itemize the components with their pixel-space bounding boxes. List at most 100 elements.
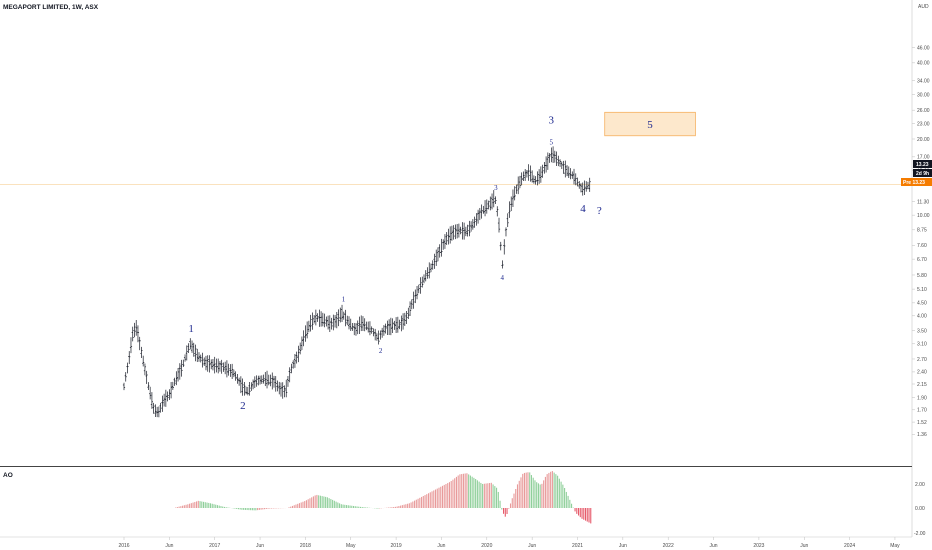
price-bar (183, 354, 187, 362)
target-box-rect[interactable] (604, 111, 696, 137)
price-bar (576, 177, 579, 187)
price-bar (398, 319, 401, 330)
price-bar (384, 323, 387, 334)
time-axis[interactable]: 2016 Jun 2017 Jun 2018 May 2019 Jun 2020 Jun 2021 J… (118, 537, 900, 549)
symbol-title: MEGAPORT LIMITED, 1W, ASX (3, 4, 99, 11)
price-bar (506, 213, 509, 228)
last-price-text: 13.23 (916, 162, 929, 168)
price-bar (166, 391, 169, 402)
price-bar (274, 376, 277, 392)
price-bar (358, 316, 361, 334)
price-bar (414, 289, 417, 304)
price-bar (224, 361, 227, 375)
price-bar (156, 406, 159, 418)
price-bar (557, 155, 560, 167)
price-bar (450, 225, 454, 241)
wave-label-8: 4 (580, 203, 586, 215)
price-bar (213, 356, 216, 374)
price-bar (564, 160, 567, 178)
price-bar (217, 358, 220, 374)
price-bar (250, 382, 253, 391)
price-tick-11: 5.10 (917, 287, 927, 293)
price-tick-10: 4.50 (917, 301, 927, 307)
price-bar (163, 393, 166, 407)
price-bar (239, 376, 242, 394)
price-tick-6: 2.70 (917, 357, 927, 363)
price-bar (238, 377, 241, 386)
price-bar (422, 274, 426, 284)
price-bar (356, 320, 359, 335)
ao-histogram (175, 471, 592, 524)
price-bar (154, 404, 157, 418)
premarket-tag: Pre 13.23 (901, 178, 932, 186)
price-tick-4: 2.15 (917, 382, 927, 388)
price-bar (264, 372, 267, 387)
price-bar (445, 232, 448, 245)
price-bar (285, 379, 288, 398)
time-tick-7: Jun (437, 543, 445, 549)
time-tick-0: 2016 (118, 543, 129, 549)
price-bar (335, 311, 338, 329)
wave-label-9: ? (597, 205, 602, 217)
price-bar (492, 190, 495, 208)
price-bar (272, 375, 276, 388)
price-bar (145, 370, 148, 384)
price-bar (278, 381, 281, 395)
currency-label: AUD (918, 4, 929, 10)
price-bar (538, 169, 541, 184)
price-bar (248, 382, 251, 396)
price-bar (325, 316, 328, 327)
countdown-tag: 2d 9h (913, 169, 932, 177)
price-bar (490, 193, 494, 210)
price-bar (286, 376, 290, 387)
price-bar (485, 199, 488, 214)
price-bar (159, 402, 162, 413)
price-bar (443, 234, 447, 249)
price-bar (548, 153, 551, 163)
price-bar (126, 362, 129, 374)
price-bar (316, 313, 319, 322)
price-bar (157, 406, 160, 418)
price-bar (351, 323, 354, 331)
price-bar (569, 168, 572, 180)
price-bar (311, 312, 314, 330)
price-bar (353, 322, 356, 336)
price-bar (510, 196, 513, 212)
price-bar (468, 220, 471, 237)
price-bar (429, 263, 433, 273)
price-bar (215, 358, 218, 373)
price-bar (588, 177, 591, 192)
price-bar (365, 321, 368, 331)
price-bar (459, 226, 462, 235)
price-bar (241, 378, 244, 396)
ao-axis: 2.00 0.00 -2.00 (914, 482, 926, 537)
price-bar (517, 176, 520, 195)
price-bar (122, 382, 126, 391)
time-tick-10: 2021 (572, 543, 583, 549)
price-tick-22: 23.00 (917, 121, 930, 127)
price-bar (203, 357, 206, 366)
price-axis[interactable]: 1.36 1.52 1.70 1.90 2.15 2.40 2.70 3.10 3.50 4.00… (912, 45, 930, 438)
price-bar (522, 171, 525, 181)
price-bar (135, 320, 138, 336)
price-bar (546, 152, 549, 170)
price-bar (149, 386, 152, 400)
price-bar (497, 217, 501, 233)
wave-label-2: 1 (342, 296, 346, 304)
price-bar (585, 181, 588, 192)
price-tick-1: 1.52 (917, 420, 927, 426)
price-bar (447, 228, 450, 245)
price-bar (182, 359, 185, 368)
price-bar (452, 225, 455, 240)
price-bar (306, 321, 309, 339)
price-bar (194, 344, 197, 362)
price-bar (408, 301, 412, 317)
price-bar (377, 330, 380, 345)
time-tick-12: 2022 (663, 543, 674, 549)
price-bar (415, 285, 419, 300)
target-box[interactable]: 5 (604, 111, 696, 137)
price-bar (302, 330, 305, 347)
price-bar (442, 239, 445, 250)
price-bar (314, 309, 317, 326)
